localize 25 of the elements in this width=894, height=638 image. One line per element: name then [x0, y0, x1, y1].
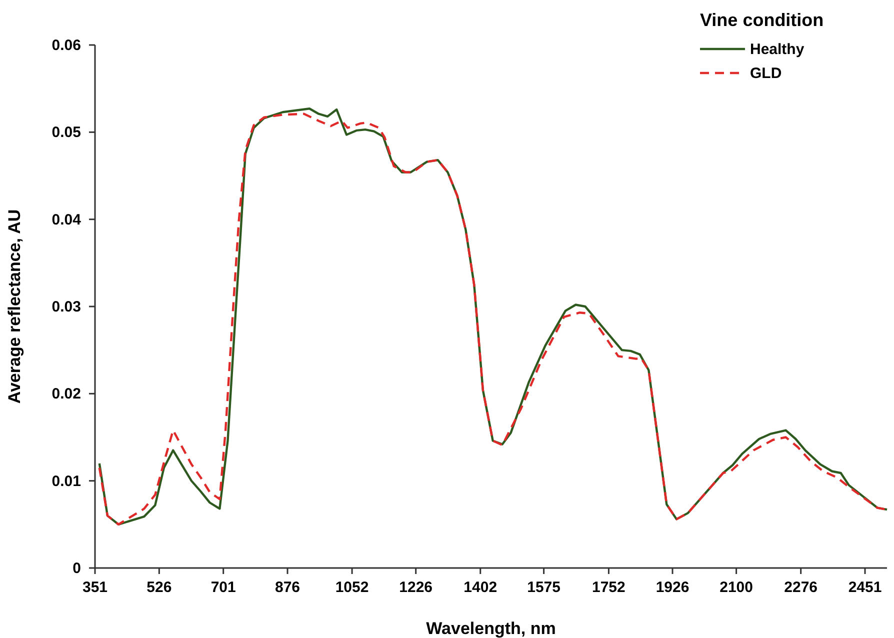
x-tick-label: 876 — [274, 579, 300, 596]
x-tick-label: 1926 — [656, 579, 690, 596]
x-tick-label: 2276 — [784, 579, 818, 596]
x-tick-label: 526 — [146, 579, 172, 596]
y-tick-label: 0 — [72, 560, 81, 577]
x-tick-label: 1402 — [464, 579, 498, 596]
x-tick-label: 1052 — [335, 579, 369, 596]
x-axis-title: Wavelength, nm — [426, 619, 556, 638]
y-tick-label: 0.06 — [52, 37, 81, 54]
y-axis-title: Average reflectance, AU — [5, 209, 24, 404]
y-tick-label: 0.01 — [52, 472, 81, 490]
x-tick-label: 2451 — [848, 579, 882, 596]
x-tick-label: 2100 — [720, 579, 753, 596]
y-tick-label: 0.05 — [52, 124, 81, 142]
legend-label: GLD — [750, 65, 782, 82]
x-tick-label: 1575 — [527, 579, 560, 596]
y-tick-label: 0.04 — [52, 211, 82, 228]
y-tick-label: 0.03 — [52, 298, 81, 316]
legend-title: Vine condition — [700, 10, 824, 30]
x-tick-label: 701 — [210, 579, 236, 596]
x-tick-label: 1226 — [399, 579, 433, 596]
y-tick-label: 0.02 — [52, 386, 81, 403]
legend-label: Healthy — [750, 41, 805, 58]
x-tick-label: 351 — [82, 579, 108, 596]
x-tick-label: 1752 — [592, 579, 626, 596]
